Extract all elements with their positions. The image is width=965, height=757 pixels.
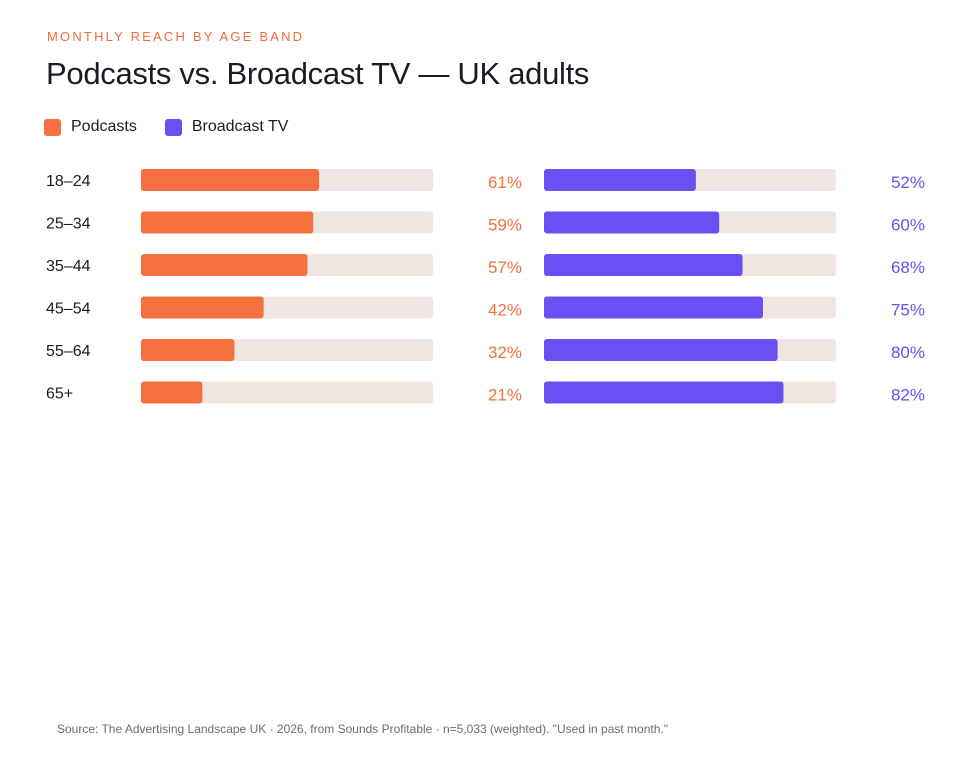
- value-label-podcasts: 61%: [488, 173, 522, 192]
- value-label-broadcast-tv: 80%: [891, 343, 925, 362]
- bar-broadcast-tv: [544, 211, 720, 234]
- legend-swatch-podcasts: [44, 118, 61, 136]
- bar-podcasts: [141, 381, 203, 404]
- chart-title: Podcasts vs. Broadcast TV — UK adults: [46, 56, 590, 91]
- value-label-podcasts: 42%: [488, 301, 522, 320]
- legend-swatch-broadcast-tv: [164, 118, 182, 136]
- value-label-podcasts: 21%: [488, 386, 522, 405]
- value-label-podcasts: 32%: [488, 343, 522, 362]
- value-label-broadcast-tv: 68%: [891, 258, 925, 277]
- bar-broadcast-tv: [544, 169, 696, 191]
- value-label-podcasts: 59%: [488, 216, 522, 235]
- bar-podcasts: [141, 339, 235, 361]
- legend-label-broadcast-tv: Broadcast TV: [191, 118, 289, 135]
- chart-legend: Podcasts Broadcast TV: [44, 118, 316, 136]
- chart-kicker: MONTHLY REACH BY AGE BAND: [47, 29, 305, 44]
- value-label-broadcast-tv: 82%: [891, 386, 925, 405]
- bar-podcasts: [141, 296, 264, 319]
- bar-podcasts: [141, 211, 314, 234]
- category-label: 35–44: [46, 258, 91, 275]
- bar-podcasts: [141, 169, 320, 191]
- bar-podcasts: [141, 254, 308, 276]
- category-label: 55–64: [46, 343, 91, 360]
- category-label: 18–24: [46, 173, 91, 190]
- category-label: 45–54: [46, 301, 91, 318]
- legend-item-broadcast-tv: Broadcast TV: [164, 118, 289, 136]
- value-label-broadcast-tv: 75%: [891, 301, 925, 320]
- bar-track-podcasts: [141, 381, 433, 404]
- legend-label-podcasts: Podcasts: [71, 118, 137, 135]
- bar-broadcast-tv: [544, 296, 763, 319]
- bar-broadcast-tv: [544, 254, 743, 276]
- bar-broadcast-tv: [544, 381, 784, 404]
- legend-item-podcasts: Podcasts: [44, 118, 137, 136]
- category-label: 25–34: [46, 216, 91, 233]
- category-label: 65+: [46, 386, 73, 403]
- bar-broadcast-tv: [544, 339, 778, 361]
- value-label-podcasts: 57%: [488, 258, 522, 277]
- value-label-broadcast-tv: 60%: [891, 216, 925, 235]
- value-label-broadcast-tv: 52%: [891, 173, 925, 192]
- source-note: Source: The Advertising Landscape UK · 2…: [57, 722, 668, 736]
